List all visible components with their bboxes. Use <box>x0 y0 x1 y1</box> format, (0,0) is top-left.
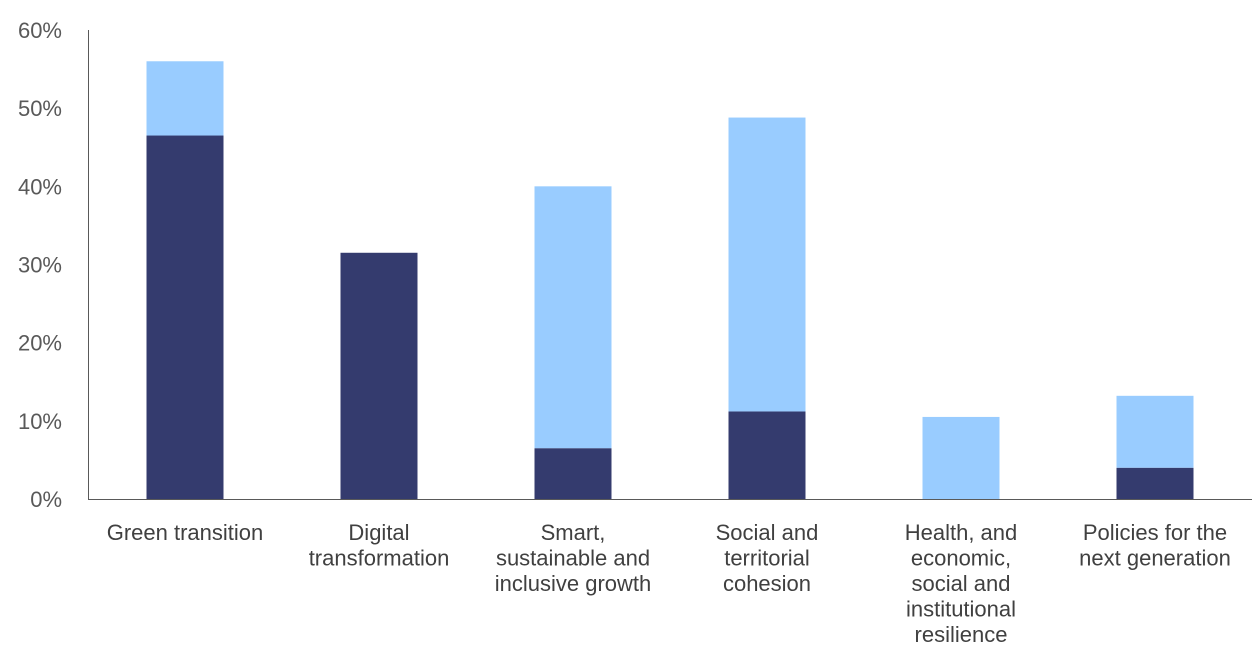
category-label-line: territorial <box>724 546 810 571</box>
category-label-line: next generation <box>1079 546 1231 571</box>
category-label-line: institutional <box>906 597 1016 622</box>
category-label: Health, and economic, social and institutio… <box>905 520 1018 647</box>
bar-segment-series2-cat6 <box>1116 395 1194 468</box>
category-label-line: Green transition <box>107 520 264 545</box>
category-label: Policies for the next generation <box>1079 520 1231 571</box>
category-labels: Green transition Digital transformation Sma… <box>107 520 1231 647</box>
category-label: Social and territorial cohesion <box>716 520 819 596</box>
bar-segment-series2-cat5 <box>922 416 1000 499</box>
category-label: Green transition <box>107 520 264 545</box>
bar-segment-series1-cat2 <box>340 252 418 499</box>
bar-segment-series1-cat3 <box>534 448 612 499</box>
bar-segment-series2-cat1 <box>146 61 224 136</box>
category-label-line: inclusive growth <box>495 571 652 596</box>
category-label-line: social and <box>911 571 1010 596</box>
category-label-line: Policies for the <box>1083 520 1227 545</box>
category-label: Smart, sustainable and inclusive growth <box>495 520 652 596</box>
y-tick-label: 30% <box>18 253 62 278</box>
category-label-line: transformation <box>309 546 450 571</box>
bar-segment-series1-cat4 <box>728 411 806 499</box>
category-label: Digital transformation <box>309 520 450 571</box>
category-label-line: Social and <box>716 520 819 545</box>
axes-layer <box>88 30 1252 500</box>
y-tick-label: 20% <box>18 331 62 356</box>
y-tick-label: 40% <box>18 174 62 199</box>
bar-segment-series1-cat6 <box>1116 467 1194 499</box>
bar-segment-series1-cat1 <box>146 135 224 499</box>
y-tick-label: 10% <box>18 409 62 434</box>
y-tick-label: 0% <box>30 487 62 512</box>
category-label-line: economic, <box>911 546 1011 571</box>
bars-layer <box>146 61 1194 499</box>
category-label-line: Smart, <box>541 520 606 545</box>
category-label-line: cohesion <box>723 571 811 596</box>
category-label-line: Digital <box>348 520 409 545</box>
y-tick-label: 50% <box>18 96 62 121</box>
category-label-line: Health, and <box>905 520 1018 545</box>
y-tick-label: 60% <box>18 18 62 43</box>
y-tick-labels: 0% 10% 20% 30% 40% 50% 60% <box>18 18 62 512</box>
category-label-line: resilience <box>915 622 1008 647</box>
bar-segment-series2-cat4 <box>728 117 806 412</box>
category-label-line: sustainable and <box>496 546 650 571</box>
bar-segment-series2-cat3 <box>534 186 612 449</box>
